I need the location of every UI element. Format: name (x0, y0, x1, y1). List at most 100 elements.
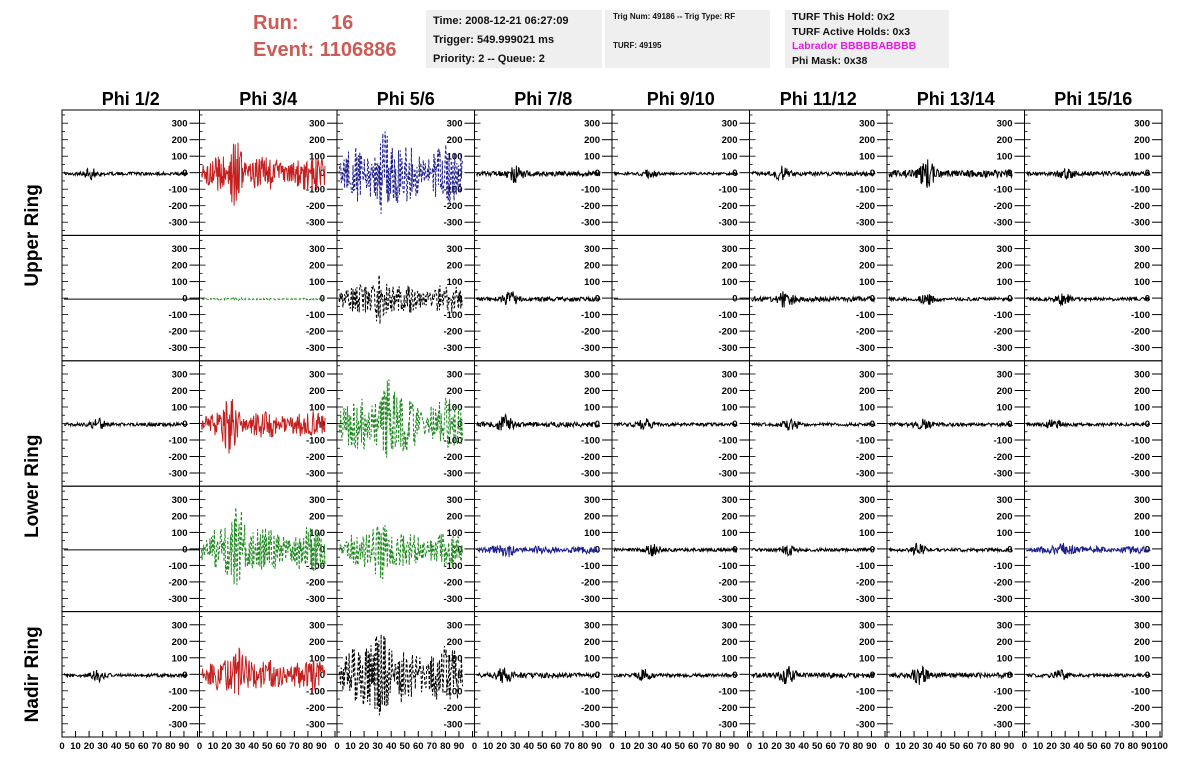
waveform-trace (613, 169, 738, 180)
y-tick-label: -300 (168, 218, 187, 229)
x-tick-label: 80 (303, 741, 314, 752)
x-tick-label: 30 (785, 741, 796, 752)
column-header: Phi 13/14 (917, 89, 995, 109)
y-tick-label: -300 (856, 594, 875, 605)
y-tick-label: 100 (447, 528, 463, 539)
y-tick-label: -300 (443, 594, 462, 605)
y-tick-label: 100 (722, 528, 738, 539)
y-tick-label: 300 (1134, 244, 1150, 255)
y-tick-label: -100 (718, 686, 737, 697)
x-tick-label: 90 (729, 741, 740, 752)
y-tick-label: -200 (306, 577, 325, 588)
y-tick-label: -300 (168, 719, 187, 730)
y-tick-label: -100 (718, 310, 737, 321)
y-tick-label: 300 (584, 620, 600, 631)
y-tick-label: 100 (584, 152, 600, 163)
y-tick-label: 200 (447, 386, 463, 397)
x-tick-label: 50 (674, 741, 685, 752)
waveform-trace (476, 413, 601, 431)
x-tick-label: 0 (747, 741, 752, 752)
y-tick-label: 300 (447, 244, 463, 255)
y-tick-label: 200 (447, 261, 463, 272)
y-tick-label: -100 (443, 561, 462, 572)
y-tick-label: 300 (1134, 370, 1150, 381)
waveform-trace (201, 297, 326, 302)
turf-hold-text: TURF This Hold: 0x2 (792, 11, 895, 23)
waveform-trace (1026, 669, 1151, 681)
y-tick-label: 100 (859, 528, 875, 539)
run-label: Run: (253, 12, 299, 34)
y-tick-label: 300 (997, 244, 1013, 255)
y-tick-label: 100 (997, 152, 1013, 163)
waveform-trace (201, 398, 326, 454)
y-tick-label: 200 (1134, 637, 1150, 648)
y-tick-label: 100 (1134, 653, 1150, 664)
x-tick-label: 60 (551, 741, 562, 752)
phi-mask-text: Phi Mask: 0x38 (792, 54, 868, 67)
y-tick-label: 300 (997, 370, 1013, 381)
y-tick-label: -200 (993, 577, 1012, 588)
y-tick-label: -200 (856, 201, 875, 212)
waveform-trace (751, 417, 876, 431)
y-tick-label: 100 (1134, 277, 1150, 288)
waveform-trace (476, 291, 601, 306)
y-tick-label: -300 (168, 469, 187, 480)
x-tick-label: 0 (1022, 741, 1027, 752)
column-header: Phi 1/2 (102, 89, 160, 109)
y-tick-label: -100 (443, 436, 462, 447)
y-tick-label: -200 (1131, 201, 1150, 212)
y-tick-label: -300 (993, 469, 1012, 480)
x-tick-label: 40 (936, 741, 947, 752)
y-tick-label: 100 (997, 528, 1013, 539)
y-tick-label: 300 (859, 495, 875, 506)
x-tick-label: 40 (661, 741, 672, 752)
x-tick-label: 40 (248, 741, 259, 752)
y-tick-label: 300 (447, 620, 463, 631)
event-value: 1106886 (319, 39, 397, 61)
waveform-trace (888, 665, 1013, 685)
y-tick-label: -300 (856, 469, 875, 480)
y-tick-label: -100 (306, 185, 325, 196)
y-tick-label: 100 (172, 152, 188, 163)
waveform-trace (613, 543, 738, 557)
y-tick-label: 300 (859, 370, 875, 381)
y-tick-label: 0 (320, 670, 325, 681)
waveform-trace (338, 131, 463, 214)
waveform-trace (888, 294, 1013, 306)
y-tick-label: 300 (584, 370, 600, 381)
y-tick-label: -200 (993, 327, 1012, 338)
waveform-trace (1026, 542, 1151, 556)
x-tick-label: 20 (909, 741, 920, 752)
y-tick-label: -100 (581, 436, 600, 447)
y-tick-label: -300 (856, 719, 875, 730)
priority-text: Priority: 2 -- Queue: 2 (433, 53, 545, 65)
y-tick-label: -100 (306, 436, 325, 447)
y-tick-label: -100 (306, 310, 325, 321)
column-header: Phi 5/6 (377, 89, 435, 109)
x-tick-label: 80 (578, 741, 589, 752)
y-tick-label: 200 (584, 637, 600, 648)
x-tick-label: 50 (399, 741, 410, 752)
y-tick-label: 200 (584, 511, 600, 522)
waveform-trace (338, 634, 463, 716)
y-tick-label: -300 (581, 343, 600, 354)
y-tick-label: 200 (1134, 261, 1150, 272)
y-tick-label: 300 (1134, 119, 1150, 130)
trigger-text: Trigger: 549.999021 ms (433, 34, 555, 46)
y-tick-label: -300 (168, 343, 187, 354)
y-tick-label: -100 (168, 310, 187, 321)
y-tick-label: -100 (581, 561, 600, 572)
y-tick-label: 100 (859, 277, 875, 288)
x-tick-label: 40 (1073, 741, 1084, 752)
y-tick-label: 0 (1007, 168, 1012, 179)
y-tick-label: 100 (584, 277, 600, 288)
y-tick-label: 0 (595, 544, 600, 555)
y-tick-label: -100 (581, 310, 600, 321)
waveform-trace (888, 159, 1013, 188)
y-tick-label: 100 (997, 277, 1013, 288)
waveform-trace (476, 667, 601, 684)
y-tick-label: -100 (581, 686, 600, 697)
x-tick-label: 90 (1141, 741, 1152, 752)
y-tick-label: -300 (1131, 343, 1150, 354)
